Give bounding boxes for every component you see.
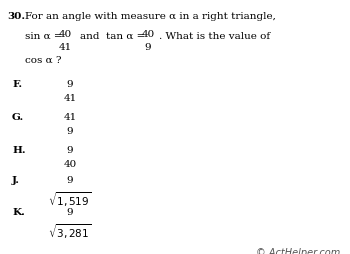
Text: 40: 40 (141, 30, 155, 39)
Text: F.: F. (12, 80, 22, 89)
Text: 41: 41 (63, 94, 77, 103)
Text: J.: J. (12, 175, 20, 184)
Text: G.: G. (12, 113, 24, 121)
Text: 9: 9 (67, 80, 73, 89)
Text: H.: H. (12, 146, 26, 154)
Text: 40: 40 (58, 30, 72, 39)
Text: $\sqrt{1,519}$: $\sqrt{1,519}$ (48, 189, 92, 208)
Text: 40: 40 (63, 159, 77, 168)
Text: © ActHelper.com: © ActHelper.com (256, 247, 340, 254)
Text: 9: 9 (67, 146, 73, 154)
Text: $\sqrt{3,281}$: $\sqrt{3,281}$ (48, 221, 92, 240)
Text: K.: K. (12, 207, 25, 216)
Text: 30.: 30. (7, 12, 25, 21)
Text: cos α ?: cos α ? (25, 56, 62, 65)
Text: 9: 9 (67, 126, 73, 135)
Text: 9: 9 (67, 175, 73, 184)
Text: 9: 9 (145, 43, 151, 52)
Text: . What is the value of: . What is the value of (159, 32, 270, 41)
Text: 9: 9 (67, 207, 73, 216)
Text: 41: 41 (58, 43, 72, 52)
Text: sin α =: sin α = (25, 32, 63, 41)
Text: and  tan α =: and tan α = (80, 32, 145, 41)
Text: 41: 41 (63, 113, 77, 121)
Text: For an angle with measure α in a right triangle,: For an angle with measure α in a right t… (25, 12, 276, 21)
